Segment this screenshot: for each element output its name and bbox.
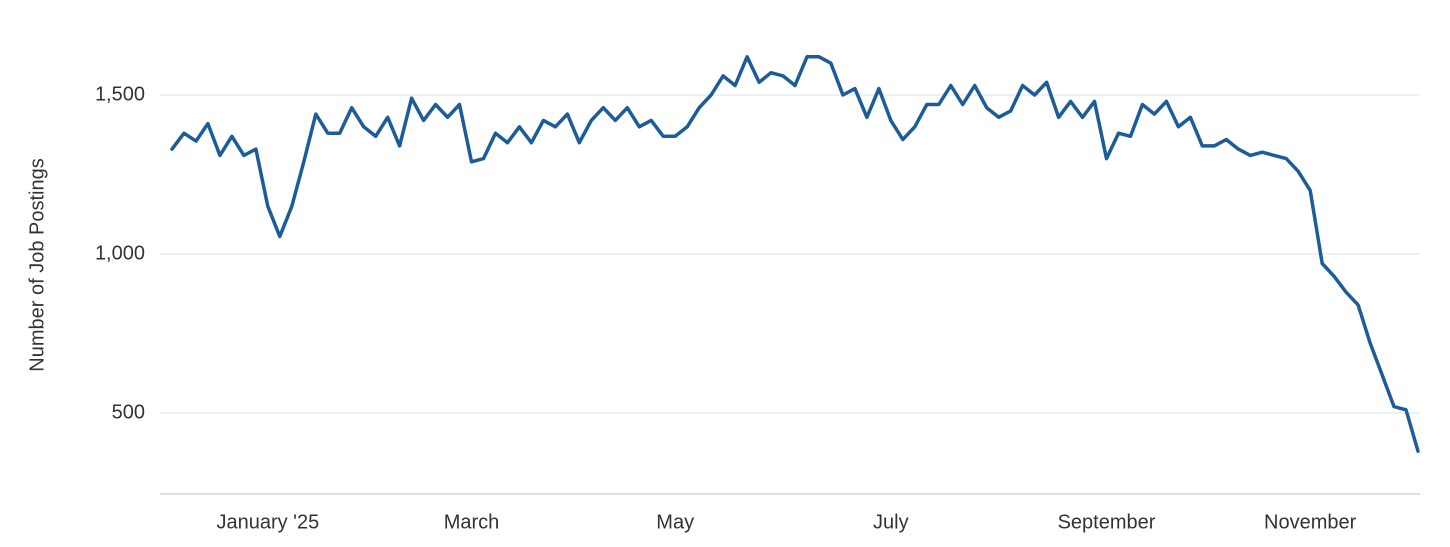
x-tick-label: March bbox=[444, 511, 500, 533]
y-tick-label: 500 bbox=[112, 401, 145, 423]
line-series bbox=[170, 55, 1420, 453]
y-tick-label: 1,000 bbox=[95, 242, 145, 264]
x-tick-label: July bbox=[873, 511, 909, 533]
y-axis-title: Number of Job Postings bbox=[26, 158, 48, 371]
x-tick-label: September bbox=[1058, 511, 1156, 533]
y-tick-label: 1,500 bbox=[95, 83, 145, 105]
x-tick-label: November bbox=[1264, 511, 1357, 533]
x-tick-label: January '25 bbox=[216, 511, 319, 533]
x-tick-label: May bbox=[656, 511, 694, 533]
